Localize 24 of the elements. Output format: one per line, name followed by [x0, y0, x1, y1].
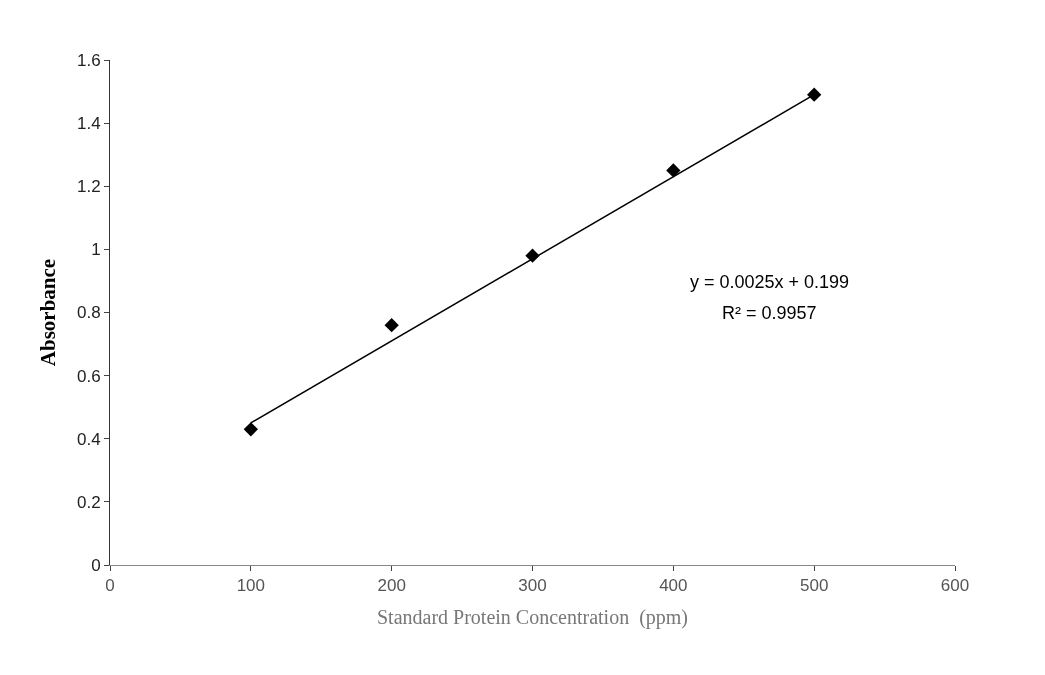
- point: [243, 422, 258, 437]
- x-axis-title: Standard Protein Concentration (ppm): [376, 605, 689, 629]
- y-tick-label: 0.2: [76, 492, 101, 512]
- y-tick-label: 0.6: [76, 366, 101, 386]
- y-tick-label: 0: [91, 555, 101, 575]
- y-tick-label: 0.4: [76, 429, 101, 449]
- y-tick-label: 1.2: [76, 177, 101, 197]
- x-tick-label: 400: [659, 576, 688, 596]
- x-tick-label: 600: [940, 576, 970, 596]
- y-tick-label: 0.8: [76, 303, 101, 323]
- y-tick-label: 1.4: [76, 114, 101, 134]
- y-axis-title: Absorbance: [36, 258, 61, 367]
- x-tick-label: 100: [236, 576, 266, 596]
- x-tick-label: 0: [105, 576, 115, 596]
- point: [807, 87, 822, 102]
- point: [384, 317, 399, 333]
- point: [666, 163, 681, 178]
- y-tick-label: 1: [91, 240, 101, 260]
- x-tick-label: 300: [518, 576, 547, 596]
- x-tick-label: 500: [799, 576, 829, 596]
- x-tick-label: 200: [377, 576, 406, 596]
- annotation: y = 0.0025x + 0.199: [690, 272, 850, 292]
- y-tick-label: 1.6: [76, 50, 101, 70]
- annotation: R² = 0.9957: [722, 303, 817, 323]
